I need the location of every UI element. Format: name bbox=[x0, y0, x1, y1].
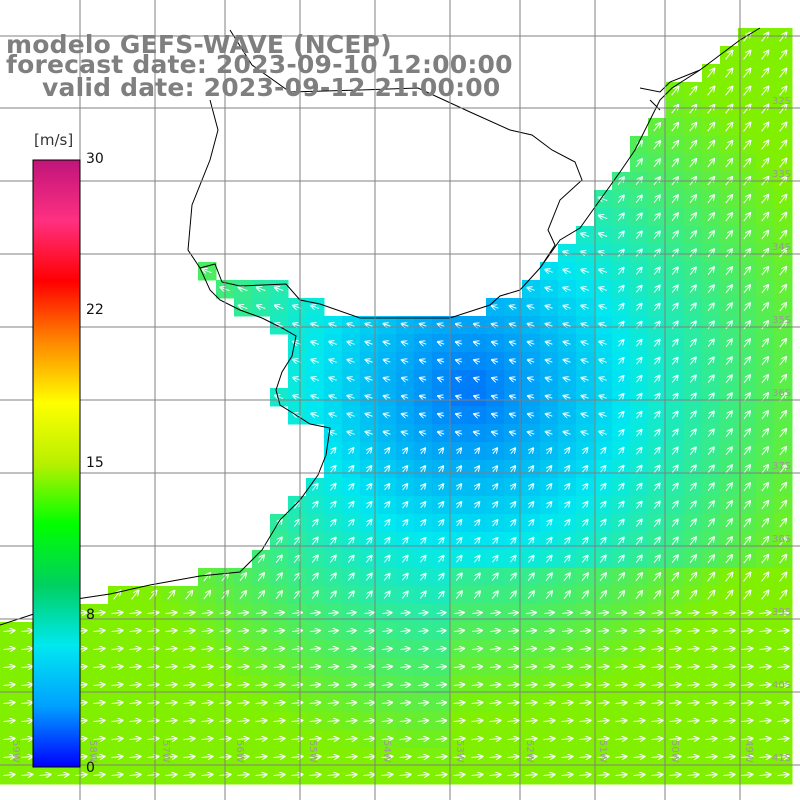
longitude-label: 52W bbox=[524, 740, 535, 763]
latitude-label: 39S bbox=[772, 607, 791, 618]
latitude-label: 35S bbox=[772, 315, 791, 326]
longitude-label: 54W bbox=[381, 740, 392, 763]
latitude-label: 34S bbox=[772, 242, 791, 253]
colorbar bbox=[32, 159, 81, 768]
longitude-label: 59W bbox=[10, 740, 21, 763]
latitude-label: 37S bbox=[772, 461, 791, 472]
longitude-label: 51W bbox=[597, 740, 608, 763]
latitude-label: 41S bbox=[772, 753, 791, 764]
valid-date: valid date: 2023-09-12 21:00:00 bbox=[42, 73, 501, 102]
colorbar-tick: 30 bbox=[86, 151, 104, 167]
wind-speed-field bbox=[0, 28, 793, 785]
latitude-label: 36S bbox=[772, 388, 791, 399]
colorbar-tick: 22 bbox=[86, 302, 104, 318]
colorbar-gradient bbox=[32, 159, 81, 768]
colorbar-tick: 8 bbox=[86, 607, 95, 623]
longitude-label: 55W bbox=[307, 740, 318, 763]
colorbar-tick: 15 bbox=[86, 455, 104, 471]
latitude-label: 32S bbox=[772, 96, 791, 107]
latitude-label: 38S bbox=[772, 534, 791, 545]
colorbar-tick: 0 bbox=[86, 760, 95, 776]
latitude-label: 33S bbox=[772, 169, 791, 180]
longitude-label: 49W bbox=[743, 740, 754, 763]
longitude-label: 53W bbox=[454, 740, 465, 763]
latitude-label: 40S bbox=[772, 680, 791, 691]
longitude-label: 57W bbox=[160, 740, 171, 763]
longitude-label: 56W bbox=[234, 740, 245, 763]
colorbar-unit-label: [m/s] bbox=[34, 131, 74, 149]
longitude-label: 50W bbox=[669, 740, 680, 763]
